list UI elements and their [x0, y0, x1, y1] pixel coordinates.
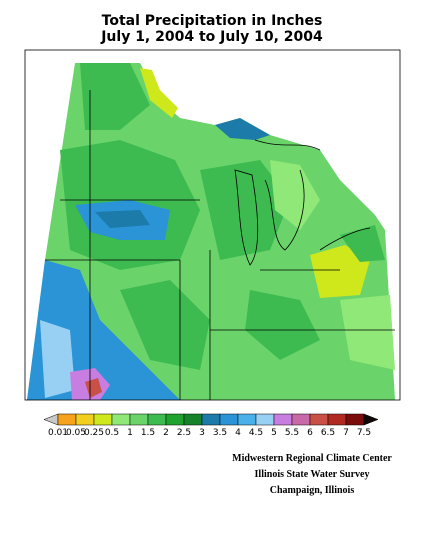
map-frame [24, 49, 401, 401]
precip-area [310, 245, 370, 298]
legend-label: 0.01 [48, 428, 68, 438]
legend-swatch [147, 413, 167, 426]
precip-area [245, 290, 320, 360]
title: Total Precipitation in Inches [102, 13, 323, 29]
legend-swatch [255, 413, 275, 426]
legend-label: 6 [307, 428, 313, 438]
legend-label: 3 [199, 428, 205, 438]
legend-label: 7.5 [357, 428, 371, 438]
boundaries [45, 90, 395, 400]
precip-area [200, 160, 290, 260]
legend-swatch [111, 413, 131, 426]
credit: Illinois State Water Survey [255, 469, 370, 480]
legend-swatch [291, 413, 311, 426]
precip-area [80, 63, 150, 130]
legend-swatch [57, 413, 77, 426]
legend-swatch [327, 413, 347, 426]
legend-swatch [93, 413, 113, 426]
precip-area [95, 210, 150, 228]
legend-label: 0.25 [84, 428, 104, 438]
precip-area [120, 280, 210, 370]
legend-label: 5.5 [285, 428, 299, 438]
legend-label: 0.05 [66, 428, 86, 438]
legend-swatch [75, 413, 95, 426]
legend: 0.010.050.25 0.5 1 1.5 2 2.5 3 3.5 4 4.5 5 5.5 6 6.5 7… [43, 413, 379, 438]
legend-swatch [183, 413, 203, 426]
precip-area [340, 225, 385, 262]
legend-label: 3.5 [213, 428, 227, 438]
precip-area [140, 68, 178, 118]
legend-swatch [129, 413, 149, 426]
legend-swatch [237, 413, 257, 426]
legend-label: 4 [235, 428, 241, 438]
precip-area [85, 378, 102, 398]
legend-label: 1 [127, 428, 133, 438]
legend-swatch [165, 413, 185, 426]
map [24, 49, 401, 401]
legend-swatch [345, 413, 365, 426]
legend-label: 4.5 [249, 428, 263, 438]
legend-arrow [43, 413, 59, 426]
credit: Midwestern Regional Climate Center [232, 453, 392, 464]
legend-swatch [201, 413, 221, 426]
legend-swatch [273, 413, 293, 426]
legend-swatch [219, 413, 239, 426]
legend-label: 6.5 [321, 428, 335, 438]
legend-label: 2.5 [177, 428, 191, 438]
precip-area [40, 320, 75, 398]
legend-label: 2 [163, 428, 169, 438]
subtitle: July 1, 2004 to July 10, 2004 [100, 29, 323, 45]
legend-label: 0.5 [105, 428, 119, 438]
precip-area [340, 295, 395, 370]
precip-area [270, 160, 320, 230]
legend-label: 1.5 [141, 428, 155, 438]
legend-arrow [363, 413, 379, 426]
legend-label: 7 [343, 428, 349, 438]
precip-area [215, 118, 270, 140]
legend-swatch [309, 413, 329, 426]
credit: Champaign, Illinois [270, 485, 355, 496]
legend-label: 5 [271, 428, 277, 438]
